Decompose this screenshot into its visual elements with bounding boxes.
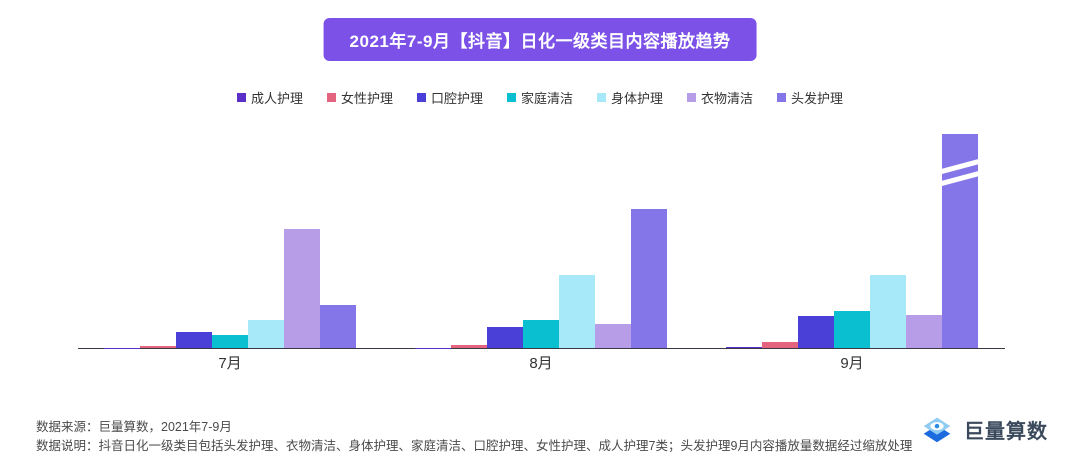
legend-item-2: 口腔护理 [416, 88, 483, 107]
bar-口腔护理-8月 [487, 327, 523, 348]
bar-group-8月: 8月 [415, 120, 667, 372]
x-axis-label-8月: 8月 [529, 355, 553, 372]
legend-swatch-icon [777, 93, 787, 102]
bar-身体护理-9月 [870, 275, 906, 348]
chart-legend: 成人护理 女性护理 口腔护理 家庭清洁 身体护理 衣物清洁 头发护理 [0, 88, 1080, 107]
bar-家庭清洁-8月 [523, 320, 559, 348]
logo-text: 巨量算数 [964, 420, 1048, 443]
bar-女性护理-8月 [451, 345, 487, 348]
page-title: 2021年7-9月【抖音】日化一级类目内容播放趋势 [323, 18, 757, 61]
bar-头发护理-8月 [631, 209, 667, 348]
legend-item-1: 女性护理 [326, 88, 393, 107]
legend-label: 头发护理 [791, 91, 844, 106]
bar-头发护理-9月 [942, 134, 978, 348]
legend-label: 女性护理 [340, 91, 393, 106]
footer: 数据来源：巨量算数，2021年7-9月 数据说明：抖音日化一级类目包括头发护理、… [36, 418, 912, 456]
juliang-suanshu-logo-icon [923, 417, 951, 443]
bar-口腔护理-7月 [176, 332, 212, 348]
legend-swatch-icon [416, 93, 426, 102]
legend-swatch-icon [687, 93, 697, 102]
legend-swatch-icon [236, 93, 246, 102]
legend-item-3: 家庭清洁 [506, 88, 573, 107]
bar-身体护理-8月 [559, 275, 595, 348]
bar-成人护理-9月 [726, 347, 762, 348]
x-axis-label-9月: 9月 [840, 355, 864, 372]
bar-成人护理-8月 [415, 347, 451, 348]
bar-衣物清洁-7月 [284, 229, 320, 348]
x-axis-label-7月: 7月 [218, 355, 242, 372]
bar-女性护理-7月 [140, 346, 176, 348]
bar-家庭清洁-9月 [834, 311, 870, 348]
legend-item-5: 衣物清洁 [687, 88, 753, 107]
legend-item-6: 头发护理 [777, 88, 843, 107]
legend-swatch-icon [326, 93, 336, 102]
footer-note-line: 数据说明：抖音日化一级类目包括头发护理、衣物清洁、身体护理、家庭清洁、口腔护理、… [36, 439, 913, 453]
footer-source-line: 数据来源：巨量算数，2021年7-9月 [36, 420, 232, 434]
legend-item-0: 成人护理 [236, 88, 303, 107]
bar-group-7月: 7月 [104, 120, 356, 372]
legend-label: 衣物清洁 [701, 91, 754, 106]
brand-logo: 巨量算数 [918, 410, 1048, 448]
bar-家庭清洁-7月 [212, 335, 248, 348]
legend-swatch-icon [597, 93, 606, 102]
bar-衣物清洁-9月 [906, 315, 942, 348]
bar-成人护理-7月 [104, 347, 140, 348]
legend-item-4: 身体护理 [597, 88, 663, 107]
bar-group-9月: 9月 [726, 120, 978, 372]
legend-label: 成人护理 [250, 91, 303, 106]
plot-area: 7月 8月 9月 [78, 120, 1005, 372]
bar-身体护理-7月 [248, 320, 284, 348]
bar-口腔护理-9月 [798, 316, 834, 348]
bar-女性护理-9月 [762, 342, 798, 348]
legend-label: 口腔护理 [430, 91, 483, 106]
legend-label: 家庭清洁 [520, 91, 573, 106]
bar-衣物清洁-8月 [595, 324, 631, 348]
legend-label: 身体护理 [611, 91, 664, 106]
bar-头发护理-7月 [320, 305, 356, 348]
legend-swatch-icon [506, 93, 516, 102]
